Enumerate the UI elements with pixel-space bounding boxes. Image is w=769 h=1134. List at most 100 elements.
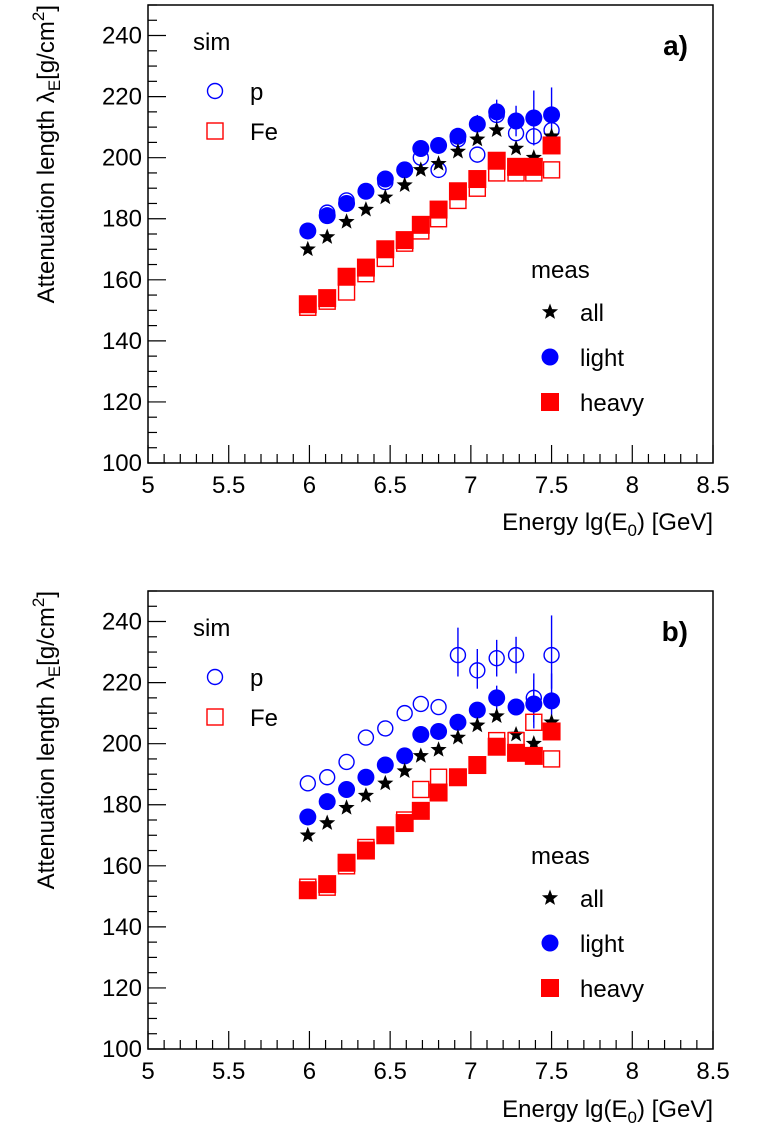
data-point xyxy=(488,689,506,707)
data-point xyxy=(448,768,467,787)
data-point xyxy=(449,646,467,664)
data-point xyxy=(543,127,560,144)
legend-label: Fe xyxy=(250,705,278,732)
x-tick-label: 7 xyxy=(464,1058,477,1085)
y-tick-label: 220 xyxy=(102,670,142,697)
data-point xyxy=(525,128,543,145)
data-point xyxy=(449,729,467,745)
legend-label: p xyxy=(250,79,263,106)
data-point xyxy=(298,295,317,314)
legend-title: sim xyxy=(193,615,230,642)
y-tick-label: 200 xyxy=(102,145,142,172)
y-tick-label: 120 xyxy=(102,389,142,416)
data-point xyxy=(338,780,356,798)
data-point xyxy=(543,713,560,730)
data-point xyxy=(543,106,561,124)
legend-marker xyxy=(541,348,559,366)
data-point xyxy=(430,155,447,171)
y-axis-title-part: E xyxy=(45,666,64,677)
data-point xyxy=(488,121,505,138)
legend-label: light xyxy=(580,345,624,372)
x-tick-label: 6.5 xyxy=(373,1058,406,1085)
x-tick-label: 7.5 xyxy=(535,472,568,499)
data-point xyxy=(412,140,430,158)
y-axis-title-part: 2 xyxy=(29,598,48,607)
data-point xyxy=(396,747,414,765)
data-point xyxy=(412,695,430,713)
x-axis-title-part: Energy lg(E xyxy=(502,509,627,536)
y-tick-label: 160 xyxy=(102,853,142,880)
y-tick-label: 240 xyxy=(102,609,142,636)
series-light xyxy=(299,103,561,240)
data-point xyxy=(507,726,525,742)
data-point xyxy=(396,762,413,779)
y-tick-label: 120 xyxy=(102,975,142,1002)
data-point xyxy=(299,775,317,792)
data-point xyxy=(430,698,447,716)
data-point xyxy=(411,215,430,234)
y-tick-label: 180 xyxy=(102,792,142,819)
y-axis-title-part: 2 xyxy=(29,12,48,21)
data-point xyxy=(524,746,543,765)
data-point xyxy=(507,743,526,762)
data-point xyxy=(318,769,336,786)
data-point xyxy=(507,698,525,716)
x-tick-label: 8.5 xyxy=(696,1058,729,1085)
legend-marker xyxy=(541,889,559,905)
legend-label: heavy xyxy=(580,390,644,417)
data-point xyxy=(357,787,375,803)
y-tick-label: 180 xyxy=(102,206,142,233)
data-point xyxy=(299,808,317,826)
y-tick-label: 140 xyxy=(102,328,142,355)
data-point xyxy=(468,756,487,775)
data-point xyxy=(468,170,487,189)
data-point xyxy=(376,170,394,188)
data-point xyxy=(525,149,542,165)
y-axis-title-part: ] xyxy=(33,591,60,598)
data-point xyxy=(376,240,395,259)
data-point xyxy=(524,157,543,176)
data-point xyxy=(488,649,505,667)
panel-label: b) xyxy=(662,616,688,647)
data-point xyxy=(488,707,505,724)
data-point xyxy=(338,753,355,771)
y-axis-title-part: Attenuation length λ xyxy=(33,91,60,303)
data-point xyxy=(412,726,430,744)
data-point xyxy=(377,188,394,205)
data-point xyxy=(395,231,414,250)
x-tick-label: 7 xyxy=(464,472,477,499)
data-point xyxy=(319,228,336,244)
data-point xyxy=(542,750,561,768)
legend-marker xyxy=(206,82,224,100)
legend-marker xyxy=(541,303,559,319)
y-tick-label: 200 xyxy=(102,731,142,758)
data-point xyxy=(487,151,506,170)
data-point xyxy=(430,722,448,740)
data-point xyxy=(525,713,543,731)
series-p xyxy=(299,646,560,792)
data-point xyxy=(411,801,430,820)
x-axis-title: Energy lg(E0) [GeV] xyxy=(502,1096,713,1127)
legend-meas: meas all light heavy xyxy=(531,843,644,1003)
x-tick-label: 5.5 xyxy=(212,1058,245,1085)
data-point xyxy=(469,130,486,147)
series-all xyxy=(299,707,560,843)
data-point xyxy=(357,201,375,217)
data-point xyxy=(338,799,355,815)
data-point xyxy=(412,747,429,763)
y-axis-title-part: [g/cm xyxy=(33,607,60,666)
data-point xyxy=(376,826,395,845)
data-point xyxy=(430,741,447,757)
data-point xyxy=(396,176,413,193)
y-axis-title-part: E xyxy=(45,80,64,91)
data-point xyxy=(469,716,486,733)
legend-title: meas xyxy=(531,257,590,284)
series-all xyxy=(299,121,560,257)
chart-panel-a: 5 5.5 6 6.5 7 7.5 8 8.5 100 120 140 160 180 200 220 240… xyxy=(29,4,730,540)
data-point xyxy=(488,103,506,121)
data-point xyxy=(429,783,448,802)
data-point xyxy=(318,793,336,811)
data-point xyxy=(337,283,356,301)
data-point xyxy=(338,194,356,212)
